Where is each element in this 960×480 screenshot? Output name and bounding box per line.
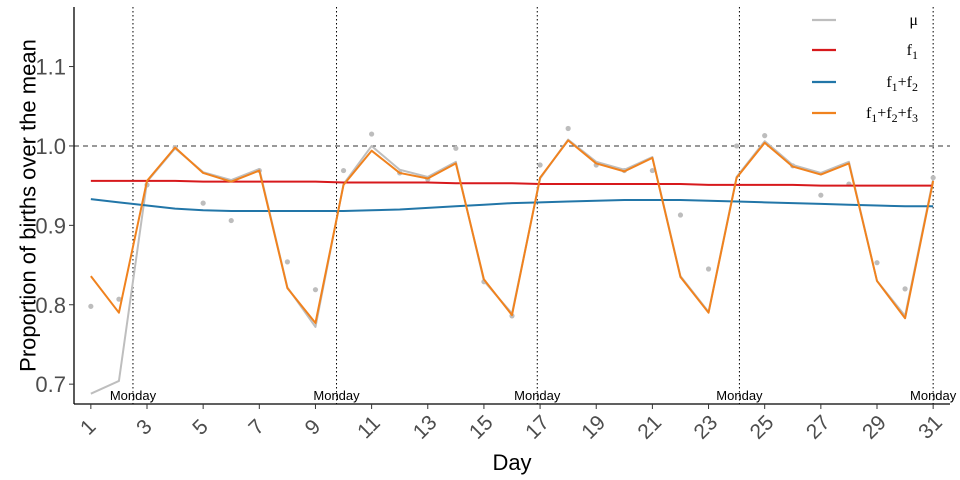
data-point [762,133,768,139]
series-line-3 [90,139,935,325]
x-tick-label: 13 [409,411,442,444]
axes: 0.70.80.91.01.11 3 5 7 9 11 13 15 17 19 21 23 25 27 29… [35,7,950,444]
x-tick-label: 29 [858,411,891,444]
data-point [340,167,347,174]
x-tick-label: 25 [746,411,779,444]
monday-label: Monday [514,388,561,403]
monday-label: Monday [910,388,957,403]
x-tick-label: 1 [76,415,101,440]
y-tick-label: 0.8 [35,293,66,318]
data-point [228,217,234,224]
x-tick-label: 5 [188,415,213,440]
series-line-2 [90,198,934,213]
x-axis-title: Day [492,450,531,475]
monday-label: Monday [313,388,360,403]
data-point [88,303,94,309]
data-point [537,162,543,168]
x-tick-label: 15 [465,411,498,444]
x-tick-label: 21 [633,411,666,444]
data-point [930,175,936,181]
y-tick-label: 1.1 [35,55,66,80]
y-axis-title: Proportion of births over the mean [16,39,41,372]
monday-label: Monday [110,388,157,403]
y-tick-label: 1.0 [35,134,66,159]
x-tick-label: 31 [914,411,947,444]
series-line-1 [90,179,934,187]
data-point [116,296,122,302]
monday-label: Monday [716,388,763,403]
data-point [284,259,290,265]
y-tick-label: 0.9 [35,213,66,238]
x-tick-label: 19 [577,411,610,444]
data-point [818,192,824,198]
x-tick-label: 9 [301,415,326,440]
data-point [902,286,908,292]
legend-label-0: μ [909,12,918,29]
data-point [705,266,712,272]
x-tick-label: 17 [521,411,554,444]
y-tick-label: 0.7 [35,372,66,397]
x-tick-label: 7 [244,415,269,440]
data-point [874,260,880,266]
data-point [734,143,740,149]
x-tick-label: 23 [690,411,723,444]
data-point [369,131,375,137]
data-points [88,125,936,319]
series-lines [90,138,935,395]
monday-lines: Monday Monday Monday Monday Monday [110,7,957,404]
x-tick-label: 27 [802,411,835,444]
x-tick-label: 11 [353,412,385,444]
legend-label-1: f1 [907,42,918,62]
data-point [565,125,571,132]
data-point [312,287,319,293]
x-tick-label: 3 [132,415,157,440]
data-point [677,212,684,218]
legend-label-3: f1+f2+f3 [866,105,918,125]
data-point [200,200,206,206]
data-point [649,167,655,174]
data-point [453,145,459,151]
legend-label-2: f1+f2 [886,74,918,94]
legend: μ f1 f1+f2 f1+f2+f3 [812,12,918,125]
